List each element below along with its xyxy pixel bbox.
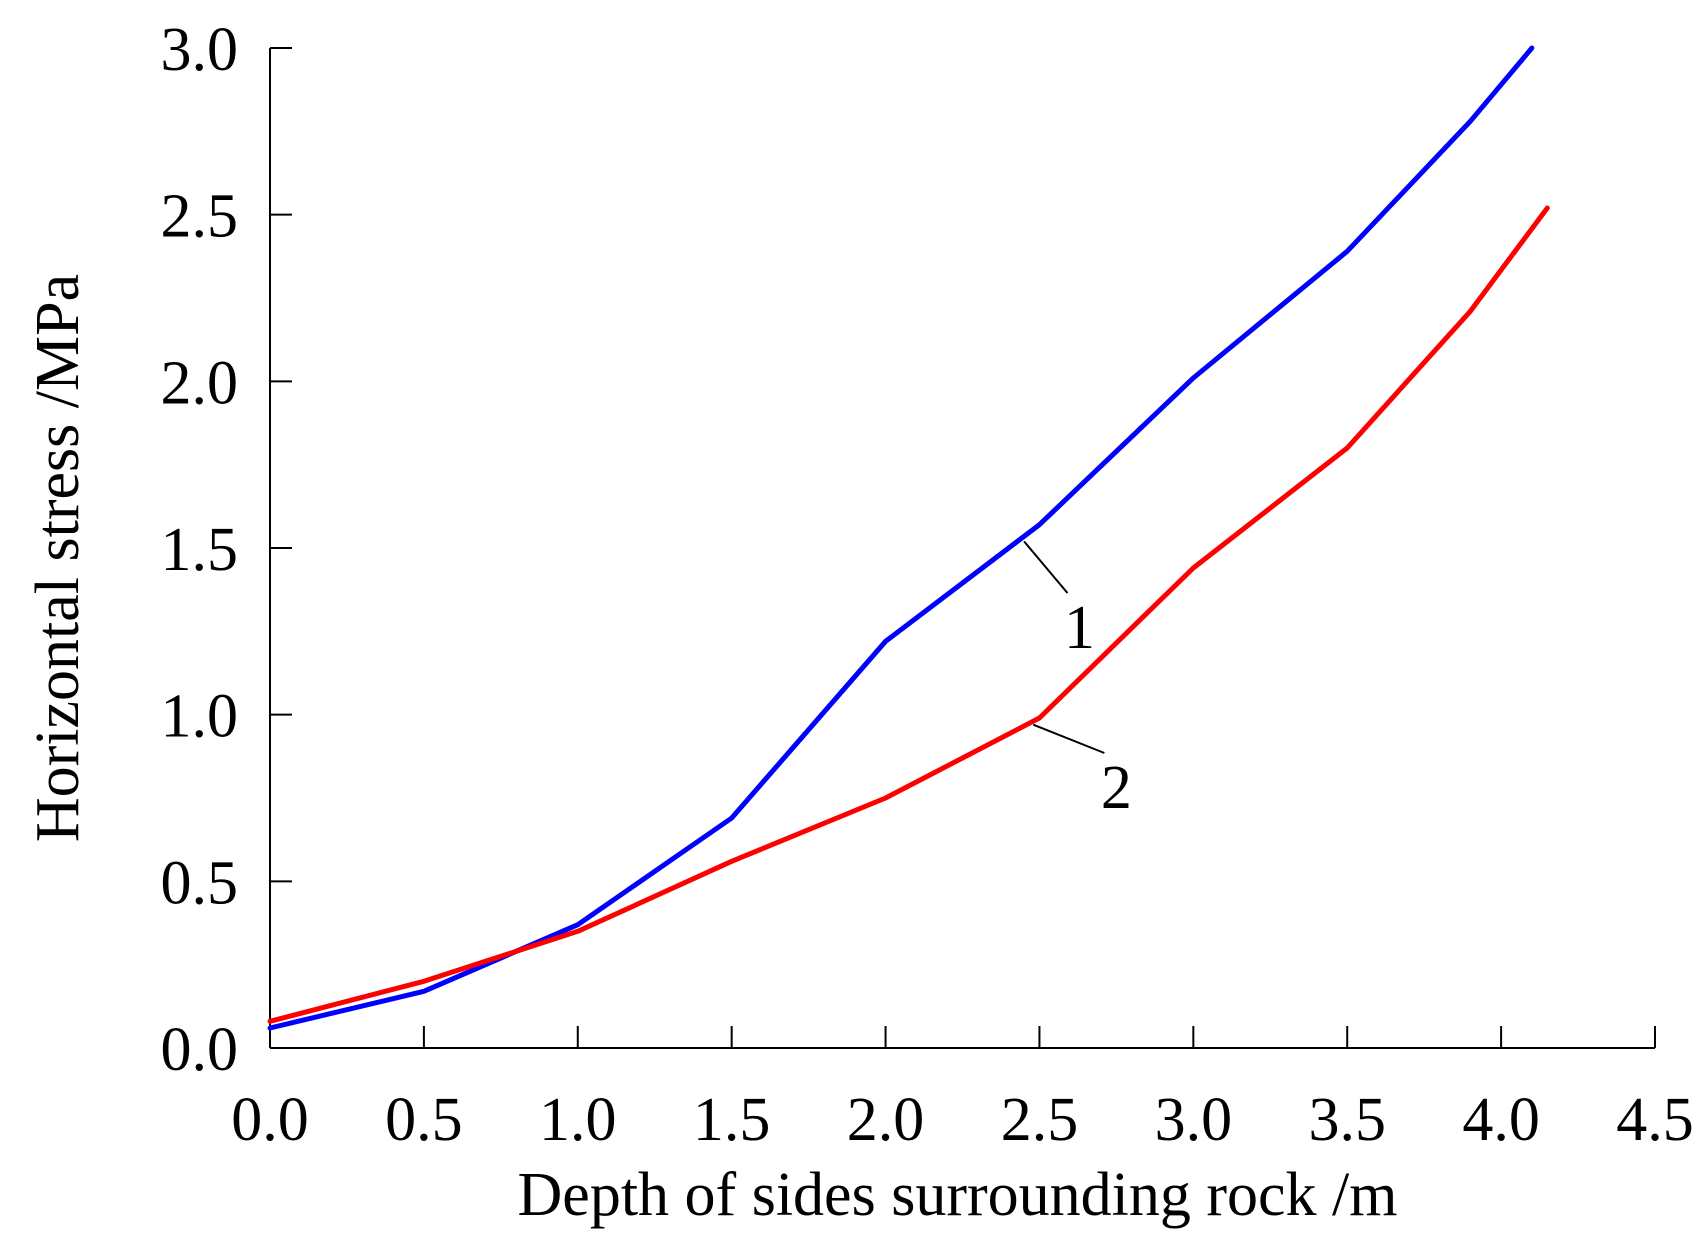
x-tick-label: 1.5 [693,1086,771,1154]
series-line-2 [267,205,1550,1024]
x-axis-title: Depth of sides surrounding rock /m [518,1161,1398,1229]
y-tick-label: 3.0 [161,16,239,84]
leader-line-1 [1023,540,1069,594]
series-label-1: 1 [1064,594,1095,662]
y-tick-label: 2.0 [161,349,239,417]
series-labels: 12 [1023,540,1132,822]
leader-line-2 [1032,723,1105,754]
y-tick-label: 1.5 [161,516,239,584]
y-axis-ticks: 0.0 0.5 1.0 1.5 2.0 2.5 3.0 [161,16,292,1084]
y-tick-label: 0.0 [161,1016,239,1084]
series-label-2: 2 [1101,754,1132,822]
y-tick-label: 0.5 [161,849,239,917]
x-tick-label: 4.5 [1616,1086,1694,1154]
y-tick-label: 2.5 [161,183,239,251]
x-tick-label: 2.0 [847,1086,925,1154]
x-tick-label: 3.5 [1308,1086,1386,1154]
x-tick-label: 1.0 [539,1086,617,1154]
x-axis-ticks: 0.0 0.5 1.0 1.5 2.0 2.5 3.0 3.5 4.0 4.5 [231,1026,1694,1154]
x-tick-label: 3.0 [1155,1086,1233,1154]
x-tick-label: 2.5 [1001,1086,1079,1154]
series-layer [267,45,1550,1031]
y-axis-title: Horizontal stress /MPa [24,274,92,842]
series-line-1 [267,45,1535,1031]
x-tick-label: 4.0 [1462,1086,1540,1154]
x-tick-label: 0.5 [385,1086,463,1154]
x-tick-label: 0.0 [231,1086,309,1154]
plot-area: 0.0 0.5 1.0 1.5 2.0 2.5 3.0 3.5 4.0 4.5 0.0 0.5 1.0… [161,16,1694,1154]
y-tick-label: 1.0 [161,683,239,751]
